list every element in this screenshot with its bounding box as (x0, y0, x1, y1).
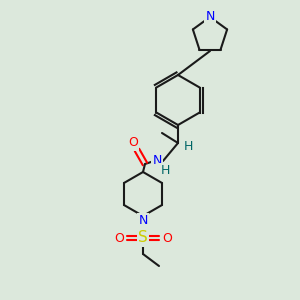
Text: S: S (138, 230, 148, 245)
Text: N: N (152, 154, 162, 167)
Text: O: O (128, 136, 138, 149)
Text: O: O (114, 232, 124, 244)
Text: H: H (183, 140, 193, 152)
Text: N: N (205, 11, 215, 23)
Text: O: O (162, 232, 172, 244)
Text: N: N (138, 214, 148, 227)
Text: H: H (160, 164, 170, 178)
